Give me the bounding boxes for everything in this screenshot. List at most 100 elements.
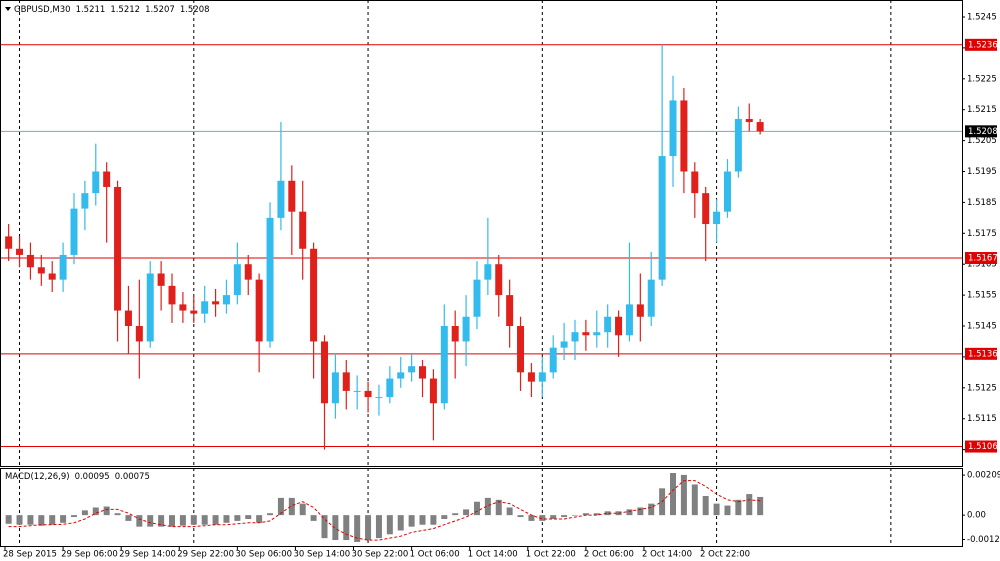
header-value: 0.00075 xyxy=(115,472,150,482)
x-tick-label: 29 Sep 22:00 xyxy=(177,550,234,560)
header-title: MACD(12,26,9) xyxy=(5,472,70,482)
macd-bar xyxy=(267,513,274,516)
macd-bar xyxy=(190,515,197,525)
candle-body xyxy=(713,211,721,225)
macd-bar xyxy=(648,503,655,516)
x-tick-label: 2 Oct 06:00 xyxy=(584,550,634,560)
macd-bar xyxy=(670,472,677,516)
candle-body xyxy=(680,100,688,172)
macd-bar xyxy=(528,515,535,521)
candle-body xyxy=(342,372,350,391)
candle-body xyxy=(16,248,24,255)
candle-body xyxy=(299,211,307,249)
candle-body xyxy=(233,264,241,296)
candle-body xyxy=(222,295,230,305)
x-tick-label: 30 Sep 14:00 xyxy=(293,550,350,560)
macd-bar xyxy=(495,499,502,516)
candle-body xyxy=(135,326,143,342)
candle-body xyxy=(604,316,612,333)
y-tick-label: 1.5195 xyxy=(967,167,997,177)
macd-bar xyxy=(746,494,753,516)
candle-body xyxy=(255,279,263,342)
candle-body xyxy=(429,378,437,404)
signal-line xyxy=(8,480,761,541)
macd-bar xyxy=(147,515,154,527)
macd-bar xyxy=(223,515,230,523)
main-panel-border xyxy=(0,0,963,467)
candle-body xyxy=(168,285,176,305)
level-label: 1.5106 xyxy=(968,442,998,452)
macd-bar xyxy=(234,515,241,521)
candle-body xyxy=(484,264,492,280)
candle-body xyxy=(669,100,677,157)
macd-bar xyxy=(81,510,88,516)
header-value: 1.5208 xyxy=(180,5,210,15)
macd-bar xyxy=(691,484,698,516)
candle-body xyxy=(364,390,372,398)
header-value: 1.5212 xyxy=(110,5,140,15)
level-label: 1.5136 xyxy=(968,349,998,359)
macd-bar xyxy=(506,507,513,516)
panel-header: MACD(12,26,9) 0.00095 0.00075 xyxy=(5,472,150,482)
macd-panel-border xyxy=(0,468,963,547)
x-tick-label: 1 Oct 22:00 xyxy=(526,550,576,560)
x-tick-label: 28 Sep 2015 xyxy=(3,550,57,560)
macd-bar xyxy=(27,515,34,525)
macd-bar xyxy=(310,515,317,521)
candle-body xyxy=(190,310,198,314)
macd-bar xyxy=(114,513,121,516)
candle-body xyxy=(582,332,590,336)
macd-bar xyxy=(419,515,426,525)
macd-bar xyxy=(539,515,546,521)
candle-body xyxy=(310,248,318,342)
level-label: 1.5167 xyxy=(968,254,998,264)
y-tick-label: 1.5155 xyxy=(967,291,997,301)
macd-bar xyxy=(299,503,306,516)
candle-body xyxy=(636,304,644,317)
candle-body xyxy=(506,295,514,327)
macd-bar xyxy=(582,513,589,516)
macd-bar xyxy=(375,515,382,539)
macd-bar xyxy=(70,515,77,518)
candle-body xyxy=(386,378,394,398)
candle-body xyxy=(538,372,546,382)
macd-bar xyxy=(550,515,557,519)
level-label-box xyxy=(965,38,997,51)
menu-triangle[interactable] xyxy=(5,7,11,11)
candle-body xyxy=(745,118,753,123)
macd-bar xyxy=(136,515,143,527)
candle-body xyxy=(353,390,361,392)
candle-body xyxy=(408,366,416,373)
y-tick-label: 0.00209 xyxy=(967,471,1000,481)
macd-bar xyxy=(463,509,470,516)
level-label-box xyxy=(965,440,997,453)
macd-bar xyxy=(604,511,611,516)
macd-bar xyxy=(343,515,350,541)
candle-body xyxy=(451,326,459,342)
y-tick-label: 1.5125 xyxy=(967,383,997,393)
y-tick-label: 1.5165 xyxy=(967,260,997,270)
candle-body xyxy=(59,254,67,280)
y-tick-label: -0.00127 xyxy=(967,535,1000,545)
macd-bar xyxy=(713,503,720,516)
macd-bar xyxy=(38,515,45,526)
macd-bar xyxy=(408,515,415,527)
candle-body xyxy=(571,332,579,342)
panel-header: GBPUSD,M30 1.5211 1.5212 1.5207 1.5208 xyxy=(14,5,210,15)
macd-bar xyxy=(5,515,12,524)
candle-body xyxy=(615,316,623,336)
macd-bar xyxy=(60,515,67,523)
level-label-box xyxy=(965,347,997,360)
candle-body xyxy=(277,180,285,218)
candle-body xyxy=(375,397,383,399)
macd-bar xyxy=(561,515,568,518)
candle-body xyxy=(146,273,154,342)
level-label: 1.5236 xyxy=(968,40,998,50)
candle-body xyxy=(266,217,274,342)
macd-bar xyxy=(332,515,339,541)
macd-bar xyxy=(680,474,687,516)
candle-body xyxy=(473,279,481,317)
candle-body xyxy=(756,122,764,132)
macd-bar xyxy=(103,506,110,516)
